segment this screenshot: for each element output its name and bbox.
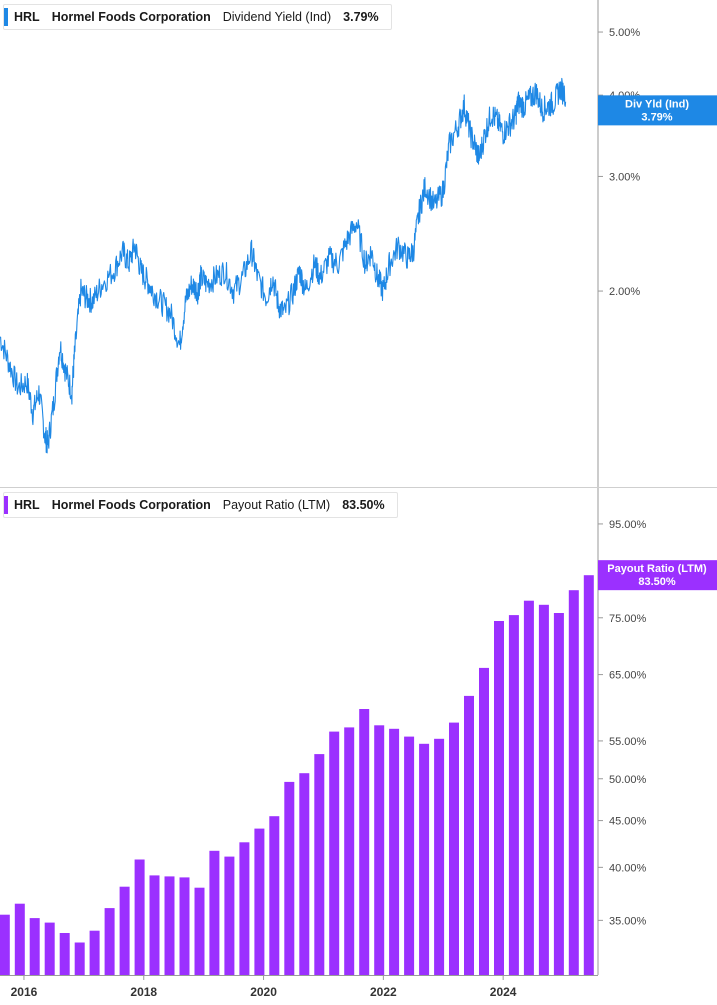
div-yield-badge-value: 3.79% (641, 111, 672, 123)
x-tick-label: 2020 (250, 985, 277, 999)
top-legend: HRL Hormel Foods Corporation Dividend Yi… (3, 4, 392, 30)
payout-ratio-badge-value: 83.50% (638, 576, 676, 588)
payout-bar (239, 842, 250, 975)
payout-bar (89, 930, 100, 975)
payout-bar (419, 743, 430, 975)
x-axis: 2016 2018 2020 2022 2024 (11, 975, 517, 999)
dividend-yield-swatch (4, 8, 8, 26)
y-tick-label: 65.00% (609, 670, 647, 682)
y-tick-label: 95.00% (609, 519, 647, 531)
payout-bar (583, 575, 594, 975)
payout-bar (149, 875, 160, 975)
payout-bar (389, 728, 400, 975)
payout-bar (269, 816, 280, 975)
top-legend-ticker: HRL (14, 10, 40, 24)
top-legend-company: Hormel Foods Corporation (51, 10, 211, 24)
y-tick-label: 2.00% (609, 286, 640, 298)
payout-bar (209, 850, 220, 975)
bottom-legend-ticker: HRL (14, 498, 40, 512)
x-tick-label: 2024 (490, 985, 517, 999)
payout-ratio-badge-label: Payout Ratio (LTM) (607, 563, 707, 575)
y-tick-label: 45.00% (609, 816, 647, 828)
payout-bar (359, 709, 370, 975)
payout-bar (374, 725, 385, 975)
payout-bar (194, 887, 205, 975)
payout-bar (164, 876, 175, 975)
payout-bar (479, 667, 489, 975)
bottom-legend: HRL Hormel Foods Corporation Payout Rati… (3, 492, 398, 518)
value-badges: Div Yld (Ind)3.79% Payout Ratio (LTM)83.5… (598, 95, 717, 591)
payout-bar (553, 613, 564, 975)
dividend-yield-line (0, 77, 567, 454)
payout-bar (508, 615, 519, 975)
top-chart-panel (0, 0, 717, 976)
payout-bar (179, 877, 190, 975)
payout-bar (464, 695, 474, 975)
payout-bar (538, 604, 549, 975)
payout-ratio-series (0, 575, 594, 975)
payout-bar (0, 914, 10, 975)
bottom-legend-value: 83.50% (342, 498, 385, 512)
div-yield-badge: Div Yld (Ind)3.79% (598, 95, 717, 126)
dividend-yield-series (0, 77, 567, 454)
payout-ratio-badge-bg (598, 560, 717, 591)
bottom-y-axis: 95.00% 75.00% 65.00% 55.00% 50.00% 45.00% 40.0… (598, 519, 647, 927)
payout-bar (254, 828, 265, 975)
payout-bar (449, 722, 459, 975)
payout-bar (59, 933, 70, 975)
x-tick-label: 2022 (370, 985, 397, 999)
y-tick-label: 75.00% (609, 613, 647, 625)
top-legend-value: 3.79% (343, 10, 379, 24)
y-tick-label: 55.00% (609, 736, 647, 748)
payout-bar (284, 781, 295, 975)
payout-bar (104, 908, 115, 975)
payout-ratio-badge: Payout Ratio (LTM)83.50% (598, 560, 717, 591)
payout-bar (44, 922, 55, 975)
div-yield-badge-bg (598, 95, 717, 126)
y-tick-label: 3.00% (609, 171, 640, 183)
payout-bar (404, 736, 415, 975)
y-tick-label: 5.00% (609, 27, 640, 39)
x-tick-label: 2016 (11, 985, 38, 999)
payout-bar (29, 918, 40, 975)
payout-bar (14, 903, 25, 975)
payout-bar (494, 621, 504, 975)
payout-bar (329, 731, 340, 975)
payout-bar (299, 773, 310, 975)
x-tick-label: 2018 (130, 985, 157, 999)
payout-bar (224, 856, 235, 975)
payout-bar (434, 738, 445, 975)
payout-bar (314, 754, 325, 975)
div-yield-badge-label: Div Yld (Ind) (625, 98, 689, 110)
payout-bar (119, 886, 130, 975)
bottom-legend-company: Hormel Foods Corporation (51, 498, 211, 512)
y-tick-label: 35.00% (609, 915, 647, 927)
payout-bar (523, 600, 534, 975)
bottom-legend-metric: Payout Ratio (LTM) (222, 498, 331, 512)
payout-bar (568, 590, 579, 975)
top-y-axis: 5.00%4.00%3.00%2.00% (598, 27, 640, 298)
y-tick-label: 40.00% (609, 862, 647, 874)
payout-bar (344, 727, 355, 975)
y-tick-label: 50.00% (609, 774, 647, 786)
payout-bar (74, 942, 85, 975)
payout-ratio-swatch (4, 496, 8, 514)
payout-bar (134, 859, 145, 975)
top-legend-metric: Dividend Yield (Ind) (222, 10, 332, 24)
